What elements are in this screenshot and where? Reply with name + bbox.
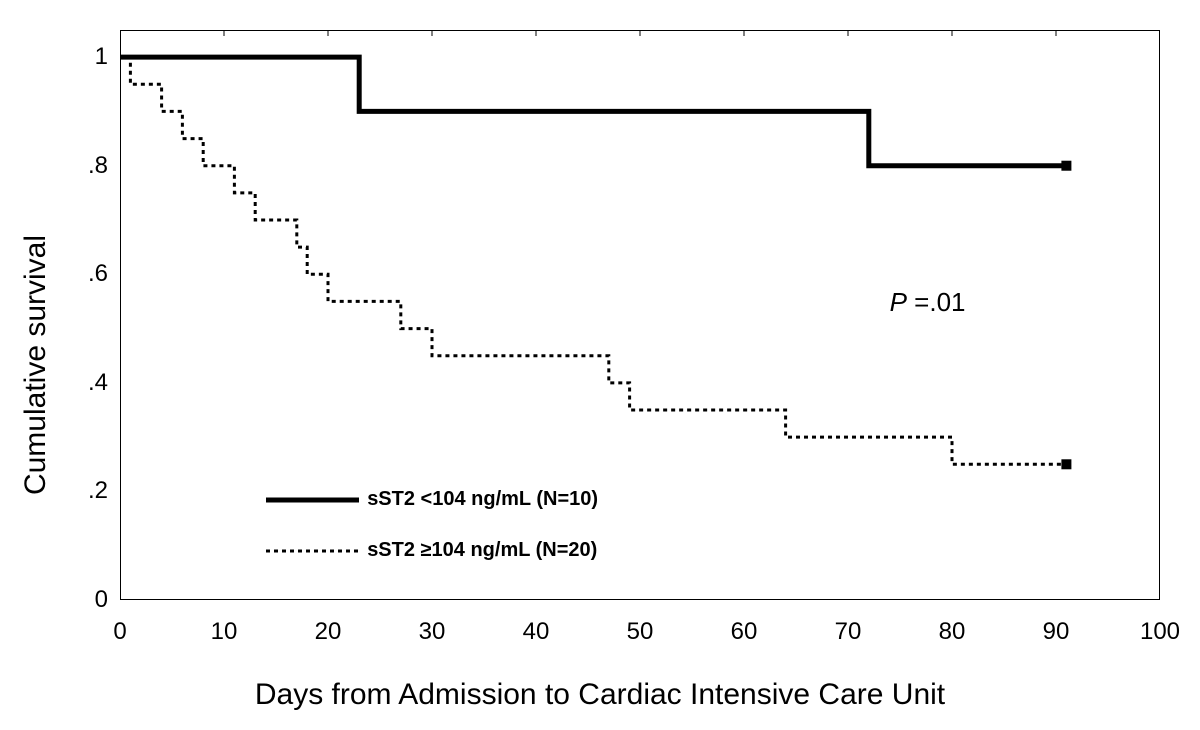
plot-area xyxy=(120,30,1160,600)
y-tick-label: .4 xyxy=(78,369,108,397)
x-axis-label: Days from Admission to Cardiac Intensive… xyxy=(0,678,1200,712)
x-tick-label: 100 xyxy=(1140,618,1180,646)
x-tick-label: 40 xyxy=(523,618,550,646)
y-tick-label: .2 xyxy=(78,477,108,505)
x-tick-label: 30 xyxy=(419,618,446,646)
legend-label-dashed: sST2 ≥104 ng/mL (N=20) xyxy=(367,539,597,562)
y-tick-label: 0 xyxy=(78,586,108,614)
survival-chart: Cumulative survival Days from Admission … xyxy=(0,0,1200,730)
x-tick-label: 70 xyxy=(835,618,862,646)
x-tick-label: 90 xyxy=(1043,618,1070,646)
y-tick-label: 1 xyxy=(78,43,108,71)
p-value-annotation: P =.01 xyxy=(890,287,966,318)
y-tick-label: .6 xyxy=(78,260,108,288)
legend-line-solid xyxy=(266,495,360,505)
x-tick-label: 60 xyxy=(731,618,758,646)
x-tick-label: 80 xyxy=(939,618,966,646)
legend-label-solid: sST2 <104 ng/mL (N=10) xyxy=(367,488,598,511)
x-tick-label: 0 xyxy=(113,618,126,646)
y-tick-label: .8 xyxy=(78,152,108,180)
x-tick-label: 20 xyxy=(315,618,342,646)
y-axis-label: Cumulative survival xyxy=(19,235,53,495)
legend-line-dashed xyxy=(266,546,360,556)
x-tick-label: 50 xyxy=(627,618,654,646)
x-tick-label: 10 xyxy=(211,618,238,646)
